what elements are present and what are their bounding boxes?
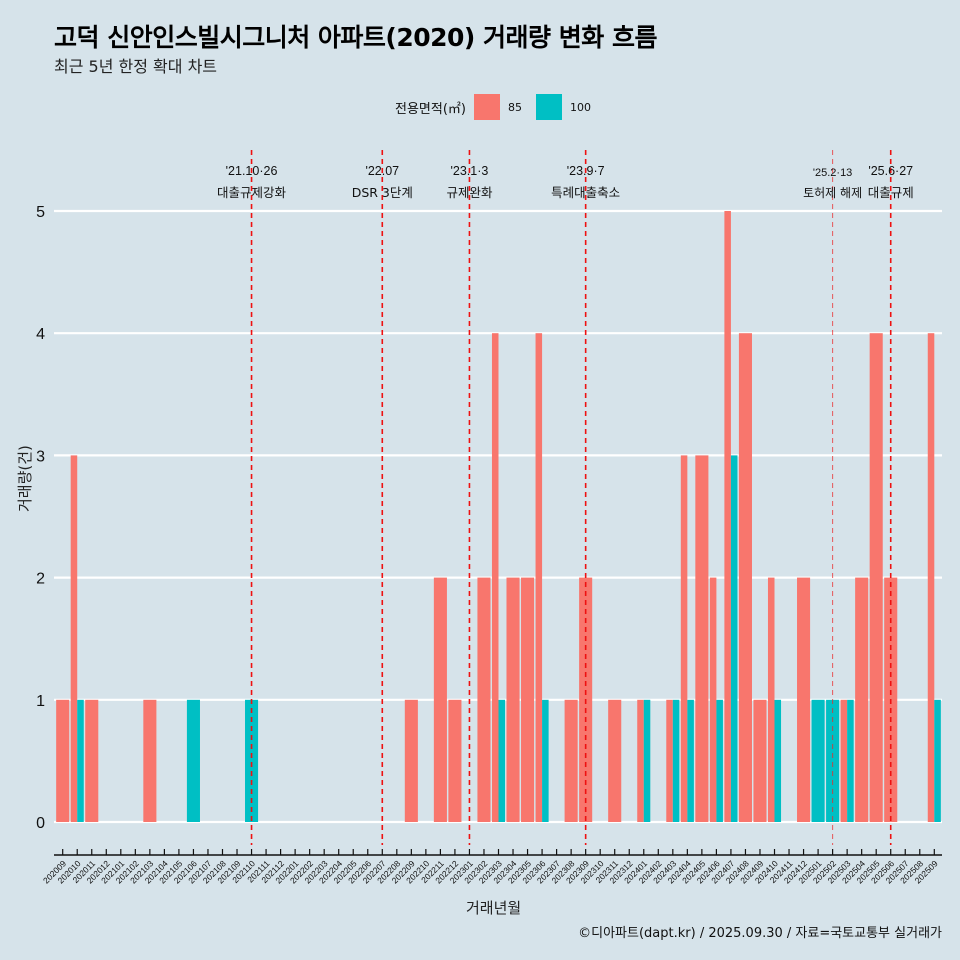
bar-100 [811,699,825,822]
x-axis: 2020092020102020112020122021012021022021… [41,849,942,885]
bar-100 [186,699,200,822]
bar-85 [564,699,578,822]
y-tick-label: 4 [36,326,45,343]
bar-100 [77,699,84,822]
bar-85 [753,699,767,822]
event-date-label: '22.07 [365,164,399,178]
event-lines: '21.10·26 대출규제강화 '22.07 DSR 3단계 '23.1·3 규제완화 '… [217,150,914,845]
legend-swatch-85 [473,94,500,120]
bar-100 [847,699,854,822]
bar-85 [85,699,99,822]
bar-85 [738,333,752,822]
bar-85 [521,577,535,822]
bar-85 [143,699,157,822]
event-label: DSR 3단계 [352,185,413,200]
bar-85 [535,333,543,822]
legend-title: 전용면적(㎡) [395,101,466,117]
y-tick-label: 0 [36,815,45,832]
event-date-label: '25.6·27 [868,164,913,178]
bar-100 [498,699,506,822]
event-label: 대출규제강화 [217,185,287,200]
bar-85 [448,699,462,822]
event-label: 대출규제 [868,185,914,200]
legend-label-85: 85 [507,100,522,114]
bar-85 [666,699,673,822]
bar-100 [826,699,840,822]
legend: 전용면적(㎡) 85 100 [395,94,605,120]
legend-label-100: 100 [569,100,591,114]
y-tick-label: 5 [36,204,45,221]
y-tick-label: 2 [36,571,45,588]
bar-85 [56,699,70,822]
y-axis-title: 거래량(건) [16,445,34,512]
y-tick-label: 3 [36,448,45,465]
bar-100 [672,699,680,822]
bar-85 [404,699,418,822]
event-date-label: '23.9·7 [567,164,605,178]
bar-100 [730,455,738,822]
source-caption: ©디아파트(dapt.kr) / 2025.09.30 / 자료=국토교통부 실… [578,926,942,941]
bar-100 [774,699,782,822]
bar-85 [477,577,491,822]
bar-85 [797,577,811,822]
bar-85 [869,333,883,822]
x-axis-title: 거래년월 [466,899,522,917]
bar-100 [934,699,941,822]
bar-85 [695,455,709,822]
y-axis-ticks: 0 1 2 3 4 5 [36,204,45,832]
chart-subtitle: 최근 5년 한정 확대 차트 [54,57,218,76]
bar-100 [687,699,694,822]
bars [56,211,941,822]
bar-85 [724,211,731,822]
event-date-label: '21.10·26 [226,164,278,178]
bar-85 [491,333,499,822]
event-label: 특례대출축소 [551,185,620,200]
bar-100 [716,699,723,822]
event-date-label: '25.2·13 [813,167,852,179]
y-tick-label: 1 [36,693,45,710]
bar-85 [680,455,688,822]
bar-85 [70,455,78,822]
bar-85 [433,577,447,822]
event-label: 규제완화 [446,185,493,200]
legend-swatch-100 [535,94,562,120]
bar-85 [637,699,644,822]
bar-85 [855,577,869,822]
bar-85 [709,577,717,822]
bar-85 [767,577,775,822]
event-label: 토허제 해제 [803,186,862,200]
bar-100 [542,699,549,822]
bar-85 [840,699,848,822]
bar-100 [643,699,651,822]
bar-100 [245,699,259,822]
bar-85 [608,699,622,822]
chart-title: 고덕 신안인스빌시그니처 아파트(2020) 거래량 변화 흐름 [54,23,657,52]
bar-85 [506,577,520,822]
event-date-label: '23.1·3 [451,164,489,178]
bar-85 [927,333,935,822]
